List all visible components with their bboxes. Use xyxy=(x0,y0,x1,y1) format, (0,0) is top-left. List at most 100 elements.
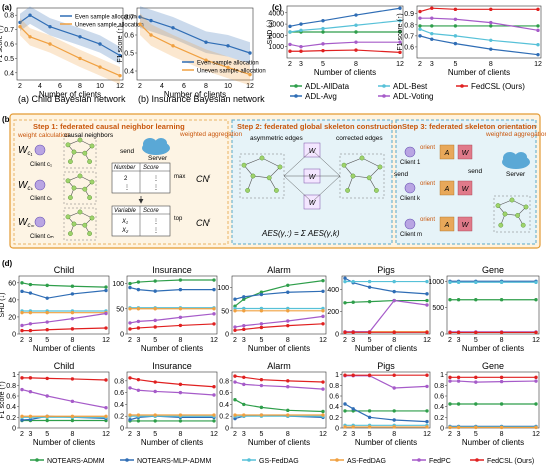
workflow-diagram: Step 1: federated causal neighbor learni… xyxy=(9,113,546,249)
x-tick-label: 8 xyxy=(70,431,74,438)
x-tick-label: 3 xyxy=(136,337,140,344)
data-point xyxy=(18,25,22,29)
x-tick-label: 8 xyxy=(500,337,504,344)
chart-title: Child xyxy=(54,265,75,275)
step3-clients: Client 1 orient A W Client k orient A W Client m… xyxy=(400,144,473,238)
x-tick-label: 8 xyxy=(204,83,208,90)
data-point xyxy=(536,7,540,12)
data-point xyxy=(398,6,402,10)
y-tick-label: 20 xyxy=(8,314,16,321)
data-point xyxy=(212,413,216,417)
client-label: Client 1 xyxy=(400,160,421,166)
data-point xyxy=(367,373,372,377)
series-line xyxy=(344,299,427,304)
data-point xyxy=(78,56,82,61)
a-label: A xyxy=(444,222,450,229)
x-tick-label: 4 xyxy=(160,83,164,90)
chart-title: Pigs xyxy=(377,361,395,371)
series-line xyxy=(419,7,538,13)
graph-node xyxy=(341,162,347,168)
client-icon-m: Client cₘ Wcₘ xyxy=(18,216,54,240)
y-tick-label: 0.4 xyxy=(114,402,124,409)
graph-node xyxy=(495,203,501,209)
panel-label-d: (d) xyxy=(2,259,13,268)
data-point xyxy=(425,419,429,424)
y-tick-label: 500 xyxy=(432,305,444,312)
graph-node xyxy=(77,209,83,215)
x-tick-label: 8 xyxy=(286,337,290,344)
x-tick-label: 12 xyxy=(102,337,110,344)
graph-node xyxy=(259,155,265,161)
plot-frame xyxy=(126,275,218,335)
series-line xyxy=(129,387,215,396)
data-point xyxy=(233,325,237,329)
graph-edge xyxy=(511,199,527,208)
graph-edge xyxy=(252,175,270,179)
x-tick-label: 2 xyxy=(343,337,347,344)
data-point xyxy=(351,330,355,335)
x-tick-label: 2 xyxy=(233,337,237,344)
chart-d-shd-insurance: Insurance 0 50 100 2 3 5 8 12 Number of clients xyxy=(112,265,218,353)
data-point xyxy=(212,307,216,311)
y-tick-label: 100 xyxy=(112,281,124,288)
send-label-3: send xyxy=(394,171,408,178)
cloud-icon-3 xyxy=(502,152,530,169)
data-point xyxy=(242,382,246,387)
y-tick-label: 0.4 xyxy=(124,69,134,76)
data-point xyxy=(448,298,452,302)
series-line xyxy=(21,312,107,327)
x-tick-label: 3 xyxy=(299,61,303,68)
data-point xyxy=(536,43,540,47)
data-point xyxy=(448,402,452,406)
x-axis-label: Number of clients xyxy=(248,438,310,447)
x-tick-label: 10 xyxy=(96,83,104,90)
y-tick-label: 0 xyxy=(335,426,339,433)
data-point xyxy=(418,16,422,20)
a-label: A xyxy=(444,150,450,157)
legend-label: ADL-Voting xyxy=(393,92,433,101)
graph-node xyxy=(520,222,526,228)
data-point xyxy=(233,297,237,301)
data-point xyxy=(367,415,372,420)
data-point xyxy=(448,280,452,285)
data-point xyxy=(28,390,33,394)
data-point xyxy=(418,9,422,14)
data-point xyxy=(288,30,292,34)
y-tick-label: 0.4 xyxy=(6,404,16,411)
data-point xyxy=(392,425,396,429)
data-point xyxy=(288,42,292,47)
chart-c2: 0.6 0.7 0.8 0.9 2 3 5 8 12 Number of clients F1 sc… xyxy=(397,5,542,77)
data-point xyxy=(321,18,325,23)
step3-title: Step 3: federated skeleton orientation xyxy=(402,122,537,131)
y-tick-label: 60 xyxy=(8,280,16,287)
table2-header-variable: Variable xyxy=(114,208,136,214)
data-point xyxy=(242,402,246,407)
data-point xyxy=(20,418,24,422)
data-point xyxy=(242,323,246,328)
data-point xyxy=(367,330,372,335)
data-point xyxy=(321,42,325,46)
data-point xyxy=(321,413,325,417)
data-point xyxy=(226,65,230,70)
max-label: max xyxy=(174,174,185,180)
data-point xyxy=(453,34,458,38)
data-point xyxy=(70,284,75,288)
data-point xyxy=(20,281,24,285)
graph-node xyxy=(65,178,71,184)
data-point xyxy=(534,402,538,406)
data-point xyxy=(128,386,132,390)
graph-edge xyxy=(343,157,363,166)
y-tick-label: 3000 xyxy=(268,22,284,29)
table1-header-number: Number xyxy=(114,165,136,171)
graph-node xyxy=(245,187,251,193)
data-point xyxy=(288,49,292,53)
plot-frame xyxy=(341,371,431,429)
graph-node xyxy=(498,222,504,228)
x-tick-label: 2 xyxy=(128,337,132,344)
x-tick-label: 5 xyxy=(45,431,49,438)
data-point xyxy=(70,399,75,404)
series-line xyxy=(129,377,215,388)
data-point xyxy=(474,298,478,302)
chart-d-shd-gene: Gene 0 500 1000 2 3 5 8 12 Number of clients xyxy=(428,265,540,353)
